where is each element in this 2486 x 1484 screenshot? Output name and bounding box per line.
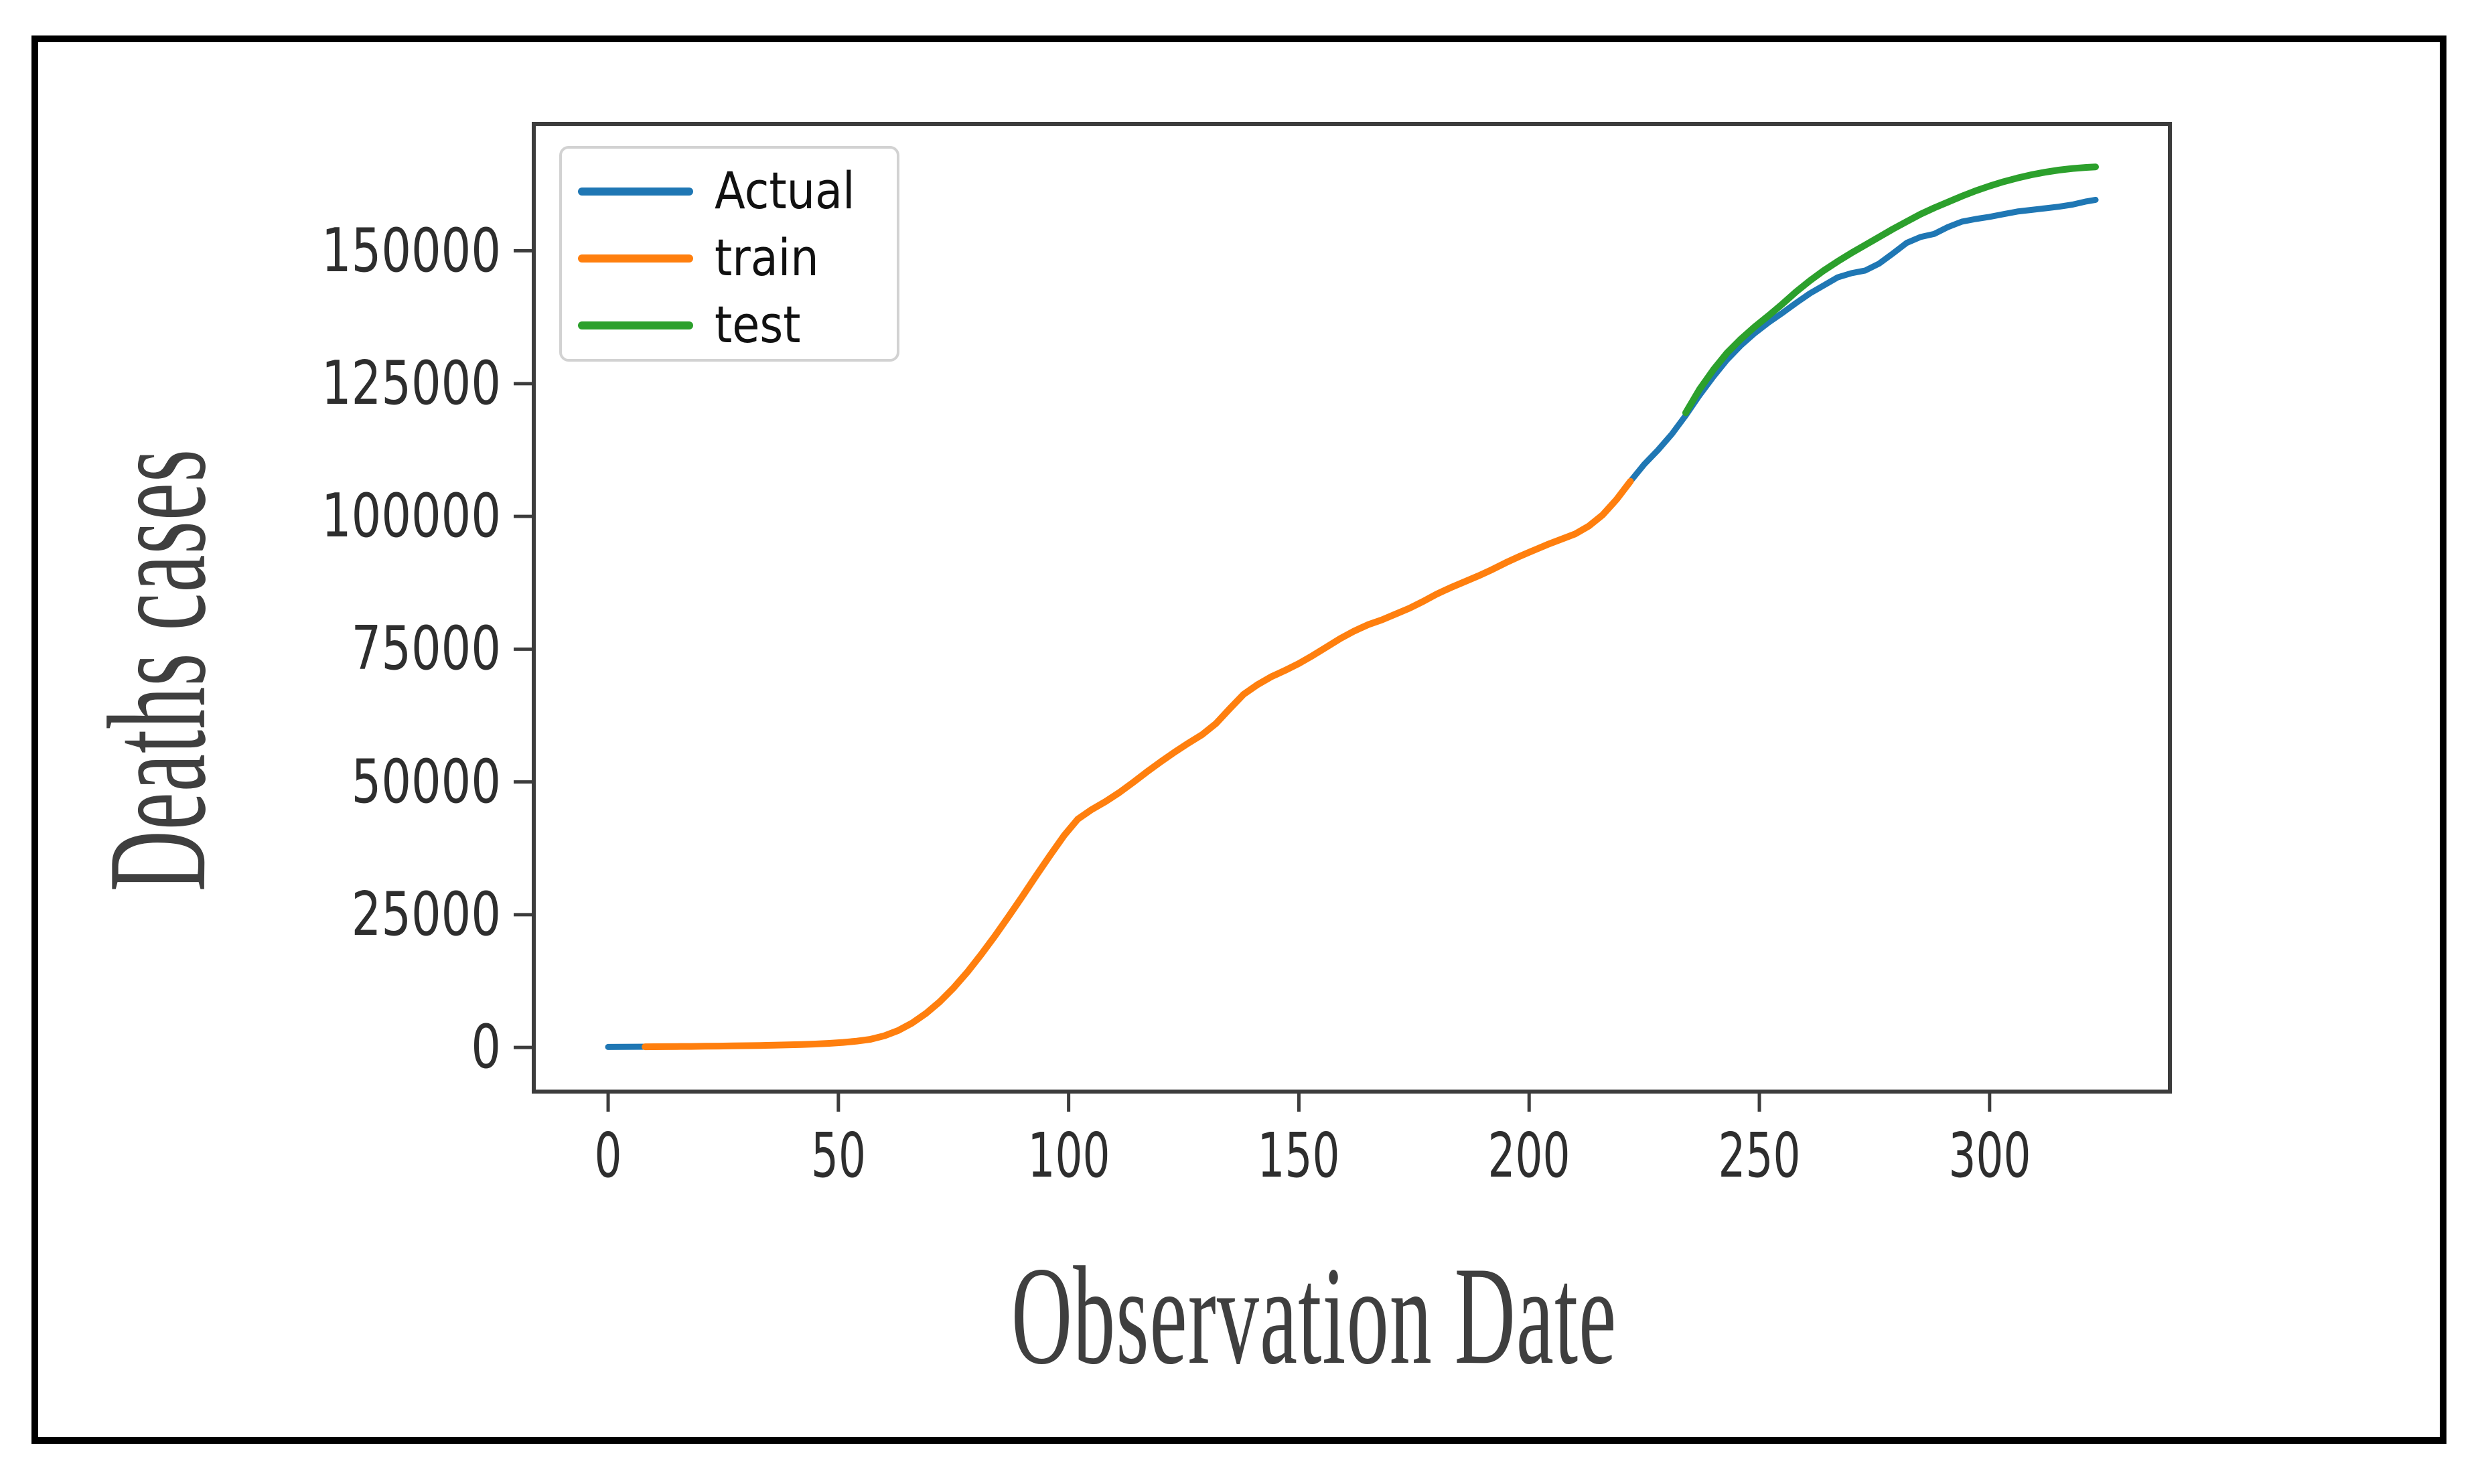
x-tick-label: 200	[1487, 1120, 1570, 1191]
x-tick-label: 100	[1027, 1120, 1110, 1191]
legend-item-actual: Actual	[562, 155, 897, 222]
plot-frame	[532, 122, 2172, 1094]
legend-item-test: test	[562, 289, 897, 356]
x-tick-label: 0	[594, 1120, 622, 1191]
series-line-test	[1682, 163, 2099, 417]
x-tick-label: 50	[810, 1120, 866, 1191]
legend-item-train: train	[562, 222, 897, 289]
y-tick-label: 75000	[351, 613, 501, 684]
legend-label-test: test	[715, 295, 801, 354]
legend-label-train: train	[715, 228, 819, 287]
y-tick-label: 25000	[351, 879, 501, 950]
y-tick-label: 0	[471, 1012, 501, 1083]
legend-label-actual: Actual	[715, 161, 855, 220]
y-axis-title: Deaths cases	[60, 308, 254, 1031]
y-tick-label: 150000	[321, 215, 501, 286]
figure-border	[31, 35, 2446, 1444]
x-axis-title-text: Observation Date	[1011, 1238, 1617, 1394]
actual-line-swatch	[578, 188, 693, 196]
legend-box: Actual train test	[559, 146, 899, 362]
test-line-swatch	[578, 321, 693, 329]
train-line-swatch	[578, 254, 693, 263]
y-tick-label: 125000	[321, 348, 501, 419]
x-tick-label: 300	[1948, 1120, 2031, 1191]
y-tick-label: 50000	[351, 746, 501, 817]
series-line-train	[642, 477, 1634, 1051]
y-tick-label: 100000	[321, 481, 501, 552]
x-tick-label: 250	[1718, 1120, 1801, 1191]
x-axis-title: Observation Date	[1011, 1236, 1616, 1397]
x-tick-label: 150	[1257, 1120, 1340, 1191]
y-axis-title-text: Deaths cases	[79, 448, 235, 891]
